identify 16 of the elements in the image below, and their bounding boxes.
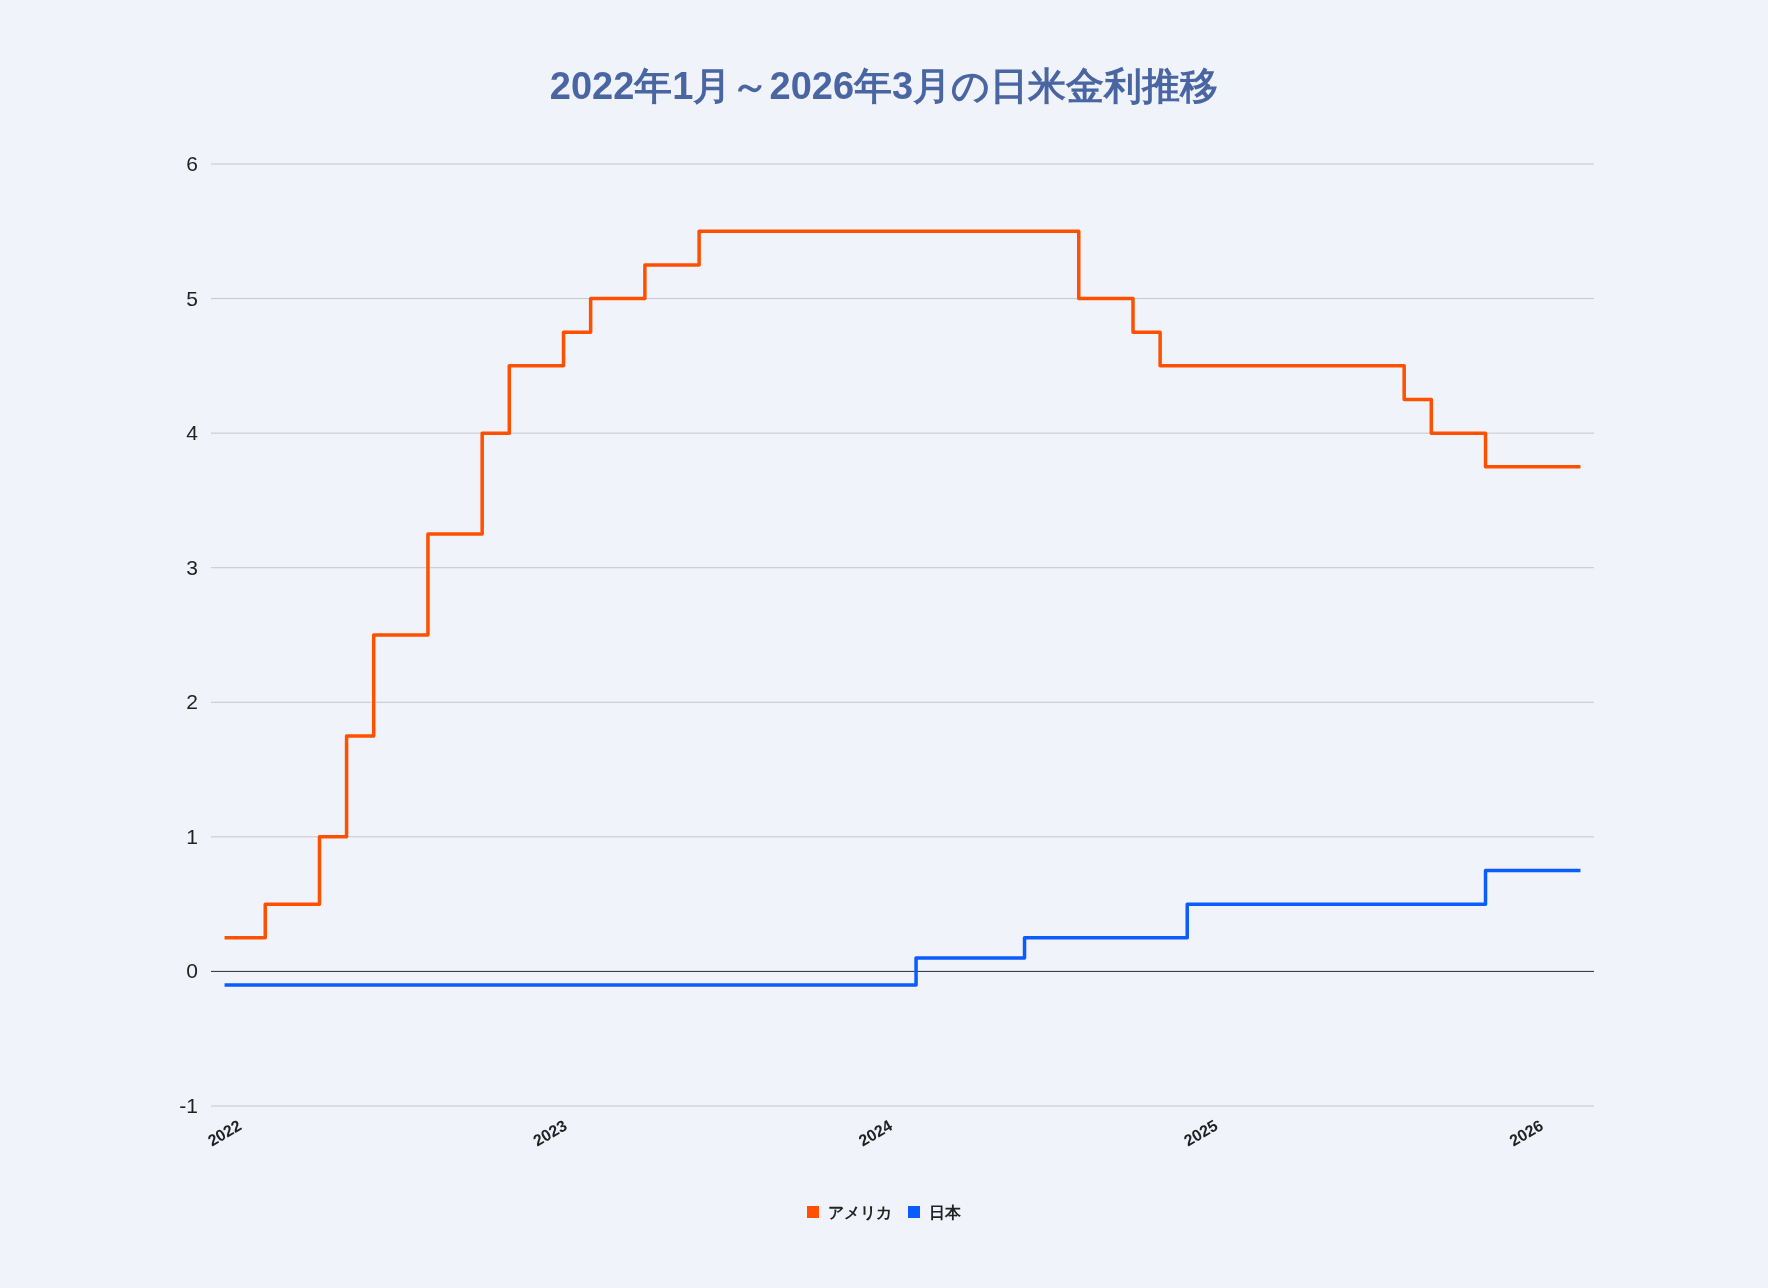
chart-title: 2022年1月～2026年3月の日米金利推移 <box>549 65 1219 107</box>
x-tick-label: 2025 <box>1181 1116 1221 1150</box>
y-tick-label: -1 <box>179 1094 198 1117</box>
y-tick-label: 2 <box>186 690 198 714</box>
legend-label: アメリカ <box>828 1204 892 1221</box>
x-tick-label: 2026 <box>1506 1116 1546 1150</box>
x-tick-label: 2022 <box>204 1116 245 1150</box>
y-tick-label: 4 <box>186 421 199 445</box>
x-tick-label: 2023 <box>530 1116 570 1150</box>
y-tick-label: 1 <box>186 824 198 848</box>
y-tick-label: 5 <box>186 286 198 310</box>
x-tick-label: 2024 <box>855 1116 896 1150</box>
legend-label: 日本 <box>929 1204 962 1221</box>
y-tick-label: 0 <box>186 959 198 983</box>
y-tick-label: 6 <box>186 152 198 175</box>
y-tick-label: 3 <box>186 555 198 579</box>
